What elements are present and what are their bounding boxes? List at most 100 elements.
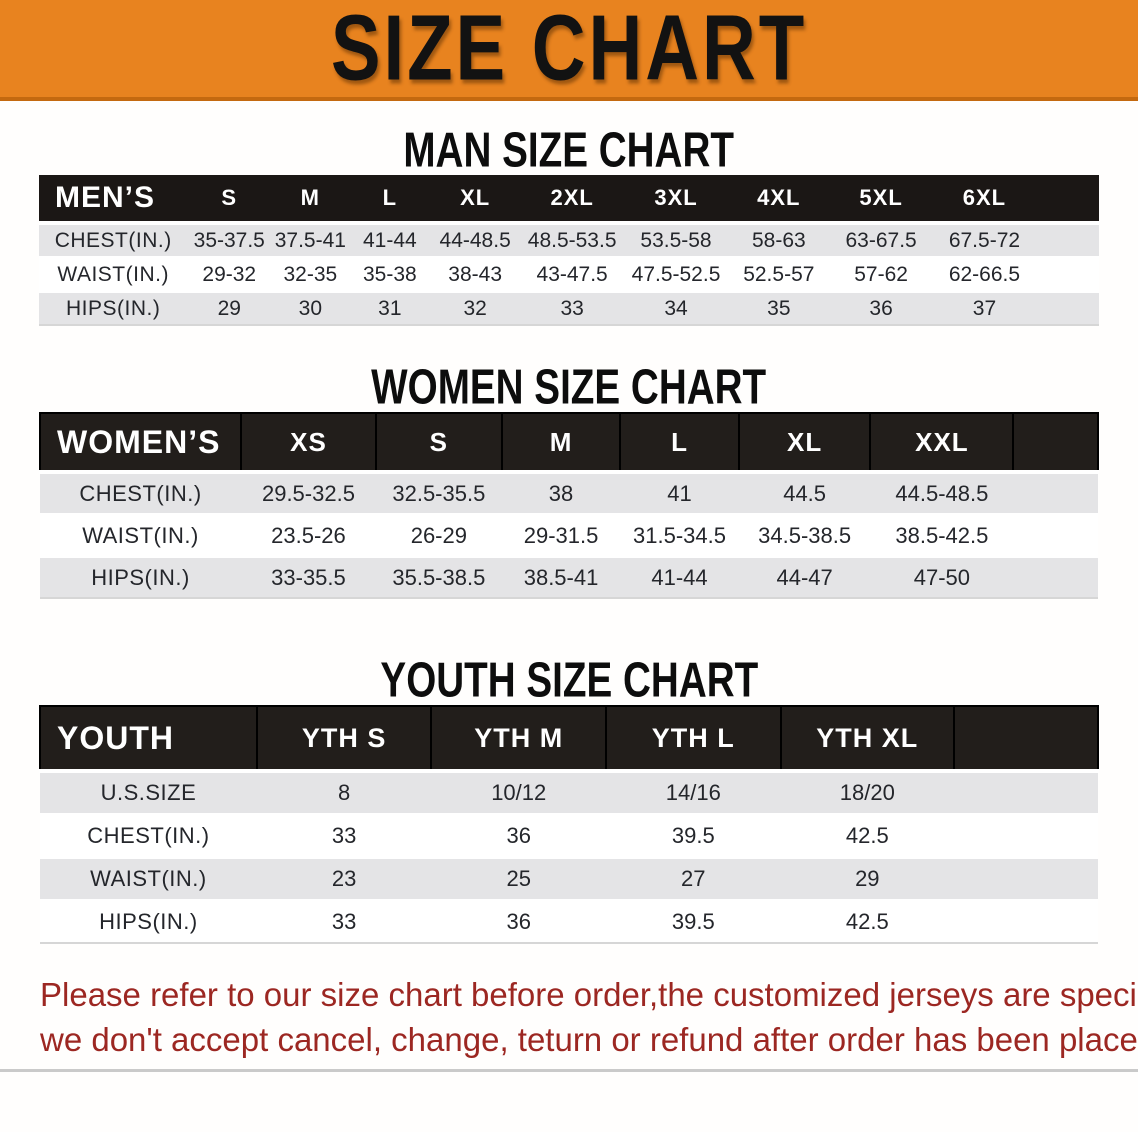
youth-col-m: YTH M [430, 705, 607, 773]
size-cell: 23.5-26 [241, 513, 376, 557]
disclaimer-line-1: Please refer to our size chart before or… [40, 976, 1138, 1013]
size-cell: 41 [620, 470, 739, 515]
size-cell: 48.5-53.5 [520, 221, 625, 258]
size-cell: 34 [624, 290, 728, 325]
size-cell: 37 [932, 290, 1037, 325]
size-cell: 43-47.5 [520, 256, 625, 292]
womens-size-table: WOMEN’S XS S M L XL XXL CHEST(IN.) 29.5-… [38, 412, 1099, 599]
table-row: CHEST(IN.) 33 36 39.5 42.5 [40, 813, 1098, 858]
table-row: WAIST(IN.) 23.5-26 26-29 29-31.5 31.5-34… [40, 513, 1098, 557]
size-cell: 62-66.5 [932, 256, 1037, 292]
mens-col-xl: XL [430, 175, 521, 225]
youth-size-chart-heading-text: YOUTH SIZE CHART [380, 651, 758, 708]
mens-corner-label: MEN’S [39, 175, 188, 225]
women-size-chart-heading: WOMEN SIZE CHART [0, 359, 1138, 414]
youth-col-xl: YTH XL [779, 705, 956, 773]
spacer-cell [1013, 555, 1098, 598]
womens-col-xxl: XXL [869, 412, 1015, 474]
size-cell: 31.5-34.5 [620, 513, 739, 557]
man-size-chart-heading-text: MAN SIZE CHART [403, 121, 735, 178]
size-cell: 33 [256, 813, 432, 858]
size-cell: 29.5-32.5 [241, 470, 376, 515]
size-cell: 58-63 [727, 221, 830, 258]
size-cell: 35 [727, 290, 830, 325]
size-cell: 36 [431, 813, 606, 858]
table-row: WAIST(IN.) 23 25 27 29 [40, 856, 1098, 901]
man-size-chart-heading: MAN SIZE CHART [0, 122, 1138, 177]
spacer-cell [954, 899, 1098, 943]
size-cell: 47-50 [870, 555, 1014, 598]
youth-size-table: YOUTH YTH S YTH M YTH L YTH XL U.S.SIZE … [39, 705, 1099, 944]
women-size-chart-heading-text: WOMEN SIZE CHART [371, 358, 767, 415]
size-cell: 29 [780, 856, 955, 901]
womens-col-xl: XL [737, 412, 872, 474]
row-label: WAIST(IN.) [40, 856, 257, 901]
spacer-cell [954, 769, 1098, 815]
spacer-cell [953, 705, 1099, 773]
size-cell: 39.5 [606, 813, 781, 858]
mens-col-s: S [187, 175, 272, 225]
mens-col-l: L [349, 175, 431, 225]
table-row: CHEST(IN.) 29.5-32.5 32.5-35.5 38 41 44.… [40, 470, 1098, 515]
size-cell: 32 [430, 290, 521, 325]
size-cell: 44-47 [738, 555, 871, 598]
size-cell: 44.5-48.5 [870, 470, 1014, 515]
size-cell: 10/12 [431, 769, 606, 815]
womens-col-s: S [374, 412, 503, 474]
size-cell: 35-37.5 [187, 221, 272, 258]
row-label: U.S.SIZE [40, 769, 257, 815]
size-cell: 35-38 [349, 256, 431, 292]
size-cell: 38.5-42.5 [870, 513, 1014, 557]
size-cell: 25 [431, 856, 606, 901]
table-row: HIPS(IN.) 33-35.5 35.5-38.5 38.5-41 41-4… [40, 555, 1098, 598]
mens-col-5xl: 5XL [829, 175, 933, 225]
table-row: CHEST(IN.) 35-37.5 37.5-41 41-44 44-48.5… [39, 221, 1099, 258]
mens-col-2xl: 2XL [520, 175, 625, 225]
size-cell: 30 [271, 290, 350, 325]
youth-col-l: YTH L [605, 705, 782, 773]
spacer-cell [954, 856, 1098, 901]
size-cell: 38 [501, 470, 621, 515]
row-label: CHEST(IN.) [39, 221, 188, 258]
size-cell: 8 [256, 769, 432, 815]
table-row: WAIST(IN.) 29-32 32-35 35-38 38-43 43-47… [39, 256, 1099, 292]
spacer-cell [1036, 290, 1099, 325]
size-cell: 14/16 [606, 769, 781, 815]
spacer-cell [1012, 412, 1099, 474]
disclaimer-text: Please refer to our size chart before or… [40, 972, 1138, 1062]
size-cell: 44.5 [738, 470, 871, 515]
size-cell: 39.5 [606, 899, 781, 943]
size-cell: 29-31.5 [501, 513, 621, 557]
spacer-cell [1036, 221, 1099, 258]
title-banner: SIZE CHART [0, 0, 1138, 101]
size-cell: 52.5-57 [727, 256, 830, 292]
mens-header-row: MEN’S S M L XL 2XL 3XL 4XL 5XL 6XL [39, 175, 1099, 225]
spacer-cell [1036, 256, 1099, 292]
size-cell: 42.5 [780, 813, 955, 858]
size-cell: 36 [829, 290, 933, 325]
size-cell: 35.5-38.5 [375, 555, 502, 598]
size-cell: 63-67.5 [829, 221, 933, 258]
mens-size-table: MEN’S S M L XL 2XL 3XL 4XL 5XL 6XL CHEST… [39, 175, 1099, 326]
size-cell: 38.5-41 [501, 555, 621, 598]
size-cell: 37.5-41 [271, 221, 350, 258]
size-cell: 41-44 [349, 221, 431, 258]
size-cell: 32.5-35.5 [375, 470, 502, 515]
mens-col-m: M [271, 175, 350, 225]
size-cell: 33 [256, 899, 432, 943]
spacer-cell [1013, 470, 1098, 515]
row-label: HIPS(IN.) [40, 899, 257, 943]
size-cell: 42.5 [780, 899, 955, 943]
size-cell: 67.5-72 [932, 221, 1037, 258]
row-label: WAIST(IN.) [39, 256, 188, 292]
spacer-cell [1036, 175, 1099, 225]
row-label: WAIST(IN.) [40, 513, 242, 557]
table-row: HIPS(IN.) 33 36 39.5 42.5 [40, 899, 1098, 943]
size-cell: 29-32 [187, 256, 272, 292]
size-cell: 47.5-52.5 [624, 256, 728, 292]
size-cell: 18/20 [780, 769, 955, 815]
youth-header-row: YOUTH YTH S YTH M YTH L YTH XL [39, 705, 1099, 773]
size-cell: 27 [606, 856, 781, 901]
size-cell: 57-62 [829, 256, 933, 292]
womens-header-row: WOMEN’S XS S M L XL XXL [38, 412, 1099, 474]
